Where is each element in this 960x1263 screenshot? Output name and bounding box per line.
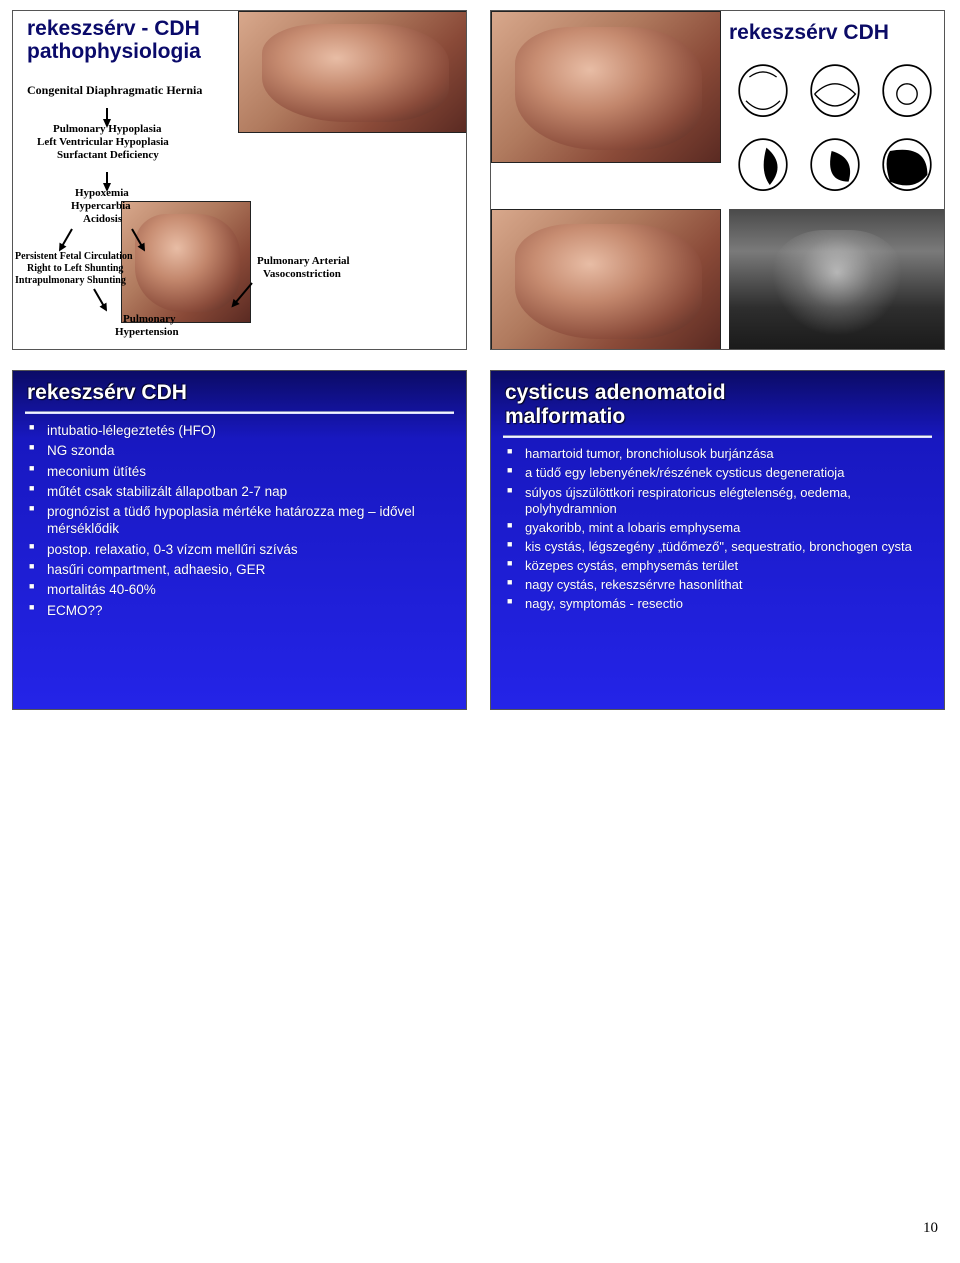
list-item: közepes cystás, emphysemás terület xyxy=(521,558,928,574)
slide4-title-line1: cysticus adenomatoid xyxy=(505,381,726,404)
list-item: gyakoribb, mint a lobaris emphysema xyxy=(521,520,928,536)
flow-left-b: Right to Left Shunting xyxy=(27,263,123,274)
flow-l2a: Pulmonary Hypoplasia xyxy=(53,123,162,135)
anatomy-sketch-3 xyxy=(873,59,941,129)
slide1-title: rekeszsérv - CDH pathophysiologia xyxy=(27,17,201,63)
slide-cystic-malformation: cysticus adenomatoid malformatio hamarto… xyxy=(490,370,945,710)
flow-l3a: Hypoxemia xyxy=(75,187,129,199)
page-number: 10 xyxy=(923,1220,938,1237)
flow-left-a: Persistent Fetal Circulation xyxy=(15,251,133,262)
sketch-icon xyxy=(729,59,797,129)
sketch-icon xyxy=(801,133,869,203)
list-item: hasűri compartment, adhaesio, GER xyxy=(43,561,450,578)
flow-bottom-b: Hypertension xyxy=(115,326,179,338)
list-item: meconium ütítés xyxy=(43,463,450,480)
slide-cdh-treatment: rekeszsérv CDH intubatio-lélegeztetés (H… xyxy=(12,370,467,710)
slide3-title: rekeszsérv CDH xyxy=(13,371,466,409)
list-item: prognózist a tüdő hypoplasia mértéke hat… xyxy=(43,503,450,538)
surgical-photo-top xyxy=(238,11,467,133)
slide-pathophysiology: rekeszsérv - CDH pathophysiologia Congen… xyxy=(12,10,467,350)
title-divider xyxy=(25,411,454,414)
list-item: hamartoid tumor, bronchiolusok burjánzás… xyxy=(521,446,928,462)
list-item: nagy cystás, rekeszsérvre hasonlíthat xyxy=(521,577,928,593)
slide1-title-line1: rekeszsérv - CDH xyxy=(27,17,200,40)
slide-cdh-images: rekeszsérv CDH xyxy=(490,10,945,350)
list-item: ECMO?? xyxy=(43,602,450,619)
flow-left-c: Intrapulmonary Shunting xyxy=(15,275,126,286)
arrow-icon xyxy=(93,289,107,311)
slide4-list: hamartoid tumor, bronchiolusok burjánzás… xyxy=(491,446,944,612)
slide1-title-line2: pathophysiologia xyxy=(27,40,201,63)
flow-bottom-a: Pulmonary xyxy=(123,313,176,325)
slide3-list: intubatio-lélegeztetés (HFO) NG szonda m… xyxy=(13,422,466,619)
list-item: postop. relaxatio, 0-3 vízcm mellűri szí… xyxy=(43,541,450,558)
list-item: NG szonda xyxy=(43,442,450,459)
list-item: súlyos újszülöttkori respiratoricus elég… xyxy=(521,485,928,517)
anatomy-sketch-5 xyxy=(801,133,869,203)
flow-right-a: Pulmonary Arterial xyxy=(257,255,350,267)
flow-l3c: Acidosis xyxy=(83,213,122,225)
arrow-icon xyxy=(59,229,73,251)
anatomy-sketch-4 xyxy=(729,133,797,203)
sketch-icon xyxy=(873,59,941,129)
flow-l2b: Left Ventricular Hypoplasia xyxy=(37,136,169,148)
xray-image xyxy=(729,209,945,350)
flow-l3b: Hypercarbia xyxy=(71,200,131,212)
title-divider xyxy=(503,435,932,438)
anatomy-sketch-2 xyxy=(801,59,869,129)
slide4-title-line2: malformatio xyxy=(505,405,625,428)
surgical-photo xyxy=(491,209,721,350)
anatomy-sketch-6 xyxy=(873,133,941,203)
flow-right-b: Vasoconstriction xyxy=(263,268,341,280)
sketch-icon xyxy=(729,133,797,203)
list-item: műtét csak stabilizált állapotban 2-7 na… xyxy=(43,483,450,500)
list-item: nagy, symptomás - resectio xyxy=(521,596,928,612)
sketch-icon xyxy=(801,59,869,129)
sketch-icon xyxy=(873,133,941,203)
slide2-title: rekeszsérv CDH xyxy=(729,21,889,45)
flow-root: Congenital Diaphragmatic Hernia xyxy=(27,83,202,98)
list-item: a tüdő egy lebenyének/részének cysticus … xyxy=(521,465,928,481)
flow-l2c: Surfactant Deficiency xyxy=(57,149,159,161)
list-item: intubatio-lélegeztetés (HFO) xyxy=(43,422,450,439)
surgical-photo xyxy=(491,11,721,163)
list-item: mortalitás 40-60% xyxy=(43,581,450,598)
slide4-title: cysticus adenomatoid malformatio xyxy=(491,371,944,433)
list-item: kis cystás, légszegény „tüdőmező", seque… xyxy=(521,539,928,555)
anatomy-sketch-1 xyxy=(729,59,797,129)
